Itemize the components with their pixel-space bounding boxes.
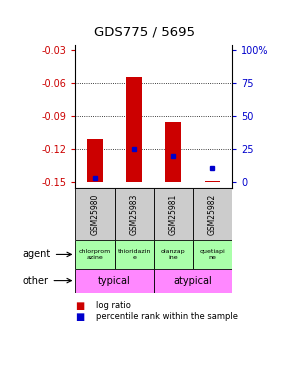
Text: ■: ■ bbox=[75, 301, 85, 310]
Text: percentile rank within the sample: percentile rank within the sample bbox=[96, 312, 238, 321]
Bar bbox=[75, 240, 115, 269]
Bar bbox=[115, 240, 154, 269]
Text: quetiapi
ne: quetiapi ne bbox=[200, 249, 225, 260]
Text: GSM25981: GSM25981 bbox=[169, 194, 178, 235]
Text: GSM25982: GSM25982 bbox=[208, 194, 217, 235]
Text: ■: ■ bbox=[75, 312, 85, 322]
Text: chlorprom
azine: chlorprom azine bbox=[79, 249, 111, 260]
Bar bbox=[154, 240, 193, 269]
Bar bbox=[205, 181, 220, 182]
Bar bbox=[193, 240, 232, 269]
Text: other: other bbox=[23, 276, 71, 286]
Text: olanzap
ine: olanzap ine bbox=[161, 249, 186, 260]
Bar bbox=[154, 188, 193, 240]
Bar bbox=[115, 188, 154, 240]
Bar bbox=[75, 269, 154, 292]
Text: log ratio: log ratio bbox=[96, 301, 130, 310]
Text: GSM25980: GSM25980 bbox=[90, 193, 99, 235]
Text: thioridazin
e: thioridazin e bbox=[117, 249, 151, 260]
Bar bbox=[193, 188, 232, 240]
Bar bbox=[154, 269, 232, 292]
Bar bbox=[87, 140, 103, 182]
Text: atypical: atypical bbox=[173, 276, 212, 286]
Text: agent: agent bbox=[23, 249, 71, 259]
Bar bbox=[165, 122, 181, 182]
Text: typical: typical bbox=[98, 276, 131, 286]
Text: GSM25983: GSM25983 bbox=[130, 193, 139, 235]
Text: GDS775 / 5695: GDS775 / 5695 bbox=[95, 26, 195, 38]
Bar bbox=[126, 77, 142, 182]
Bar bbox=[75, 188, 115, 240]
